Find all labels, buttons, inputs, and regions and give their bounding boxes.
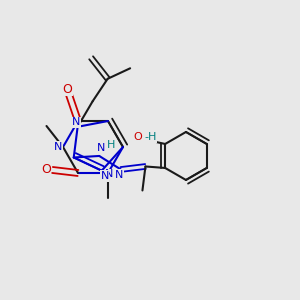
Text: O: O xyxy=(41,164,51,176)
Text: N: N xyxy=(105,169,114,179)
Text: N: N xyxy=(115,170,124,180)
Text: H: H xyxy=(106,140,115,150)
Text: N: N xyxy=(72,117,80,127)
Text: N: N xyxy=(100,171,109,181)
Text: N: N xyxy=(97,142,105,153)
Text: O: O xyxy=(133,132,142,142)
Text: O: O xyxy=(63,83,72,96)
Text: N: N xyxy=(54,142,63,152)
Text: -H: -H xyxy=(144,132,156,142)
